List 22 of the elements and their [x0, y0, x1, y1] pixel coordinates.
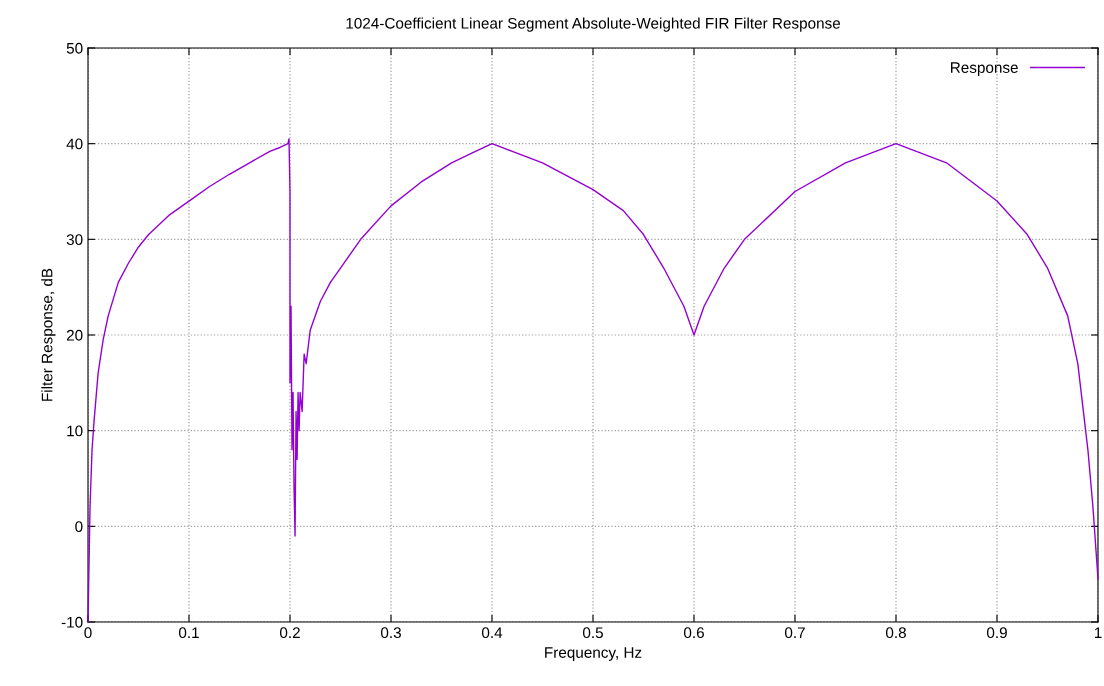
x-tick-label: 0.4	[481, 627, 503, 639]
y-tick-label: -10	[61, 616, 83, 628]
x-tick-label: 0.3	[380, 627, 401, 639]
y-tick-label: 40	[66, 138, 83, 150]
chart-title: 1024-Coefficient Linear Segment Absolute-Weighted FIR Filter Response	[346, 17, 841, 32]
x-tick-label: 1	[1094, 627, 1102, 638]
legend-label: Response	[951, 62, 1018, 76]
y-tick-label: 0	[75, 521, 83, 533]
x-tick-label: 0.2	[279, 627, 300, 639]
x-tick-label: 0.8	[885, 627, 906, 639]
y-tick-label: 30	[66, 234, 83, 246]
x-tick-label: 0.7	[784, 627, 805, 639]
y-tick-label: 20	[66, 329, 83, 341]
y-axis-title: Filter Response, dB	[41, 268, 56, 401]
y-tick-label: 10	[67, 425, 83, 437]
x-tick-label: 0.6	[683, 627, 704, 639]
x-tick-label: 0.1	[178, 627, 199, 639]
x-tick-label: 0.9	[986, 627, 1007, 639]
x-axis-title: Frequency, Hz	[545, 647, 642, 661]
y-tick-label: 50	[66, 42, 83, 54]
x-tick-label: 0	[84, 627, 92, 639]
x-tick-label: 0.5	[582, 627, 603, 639]
